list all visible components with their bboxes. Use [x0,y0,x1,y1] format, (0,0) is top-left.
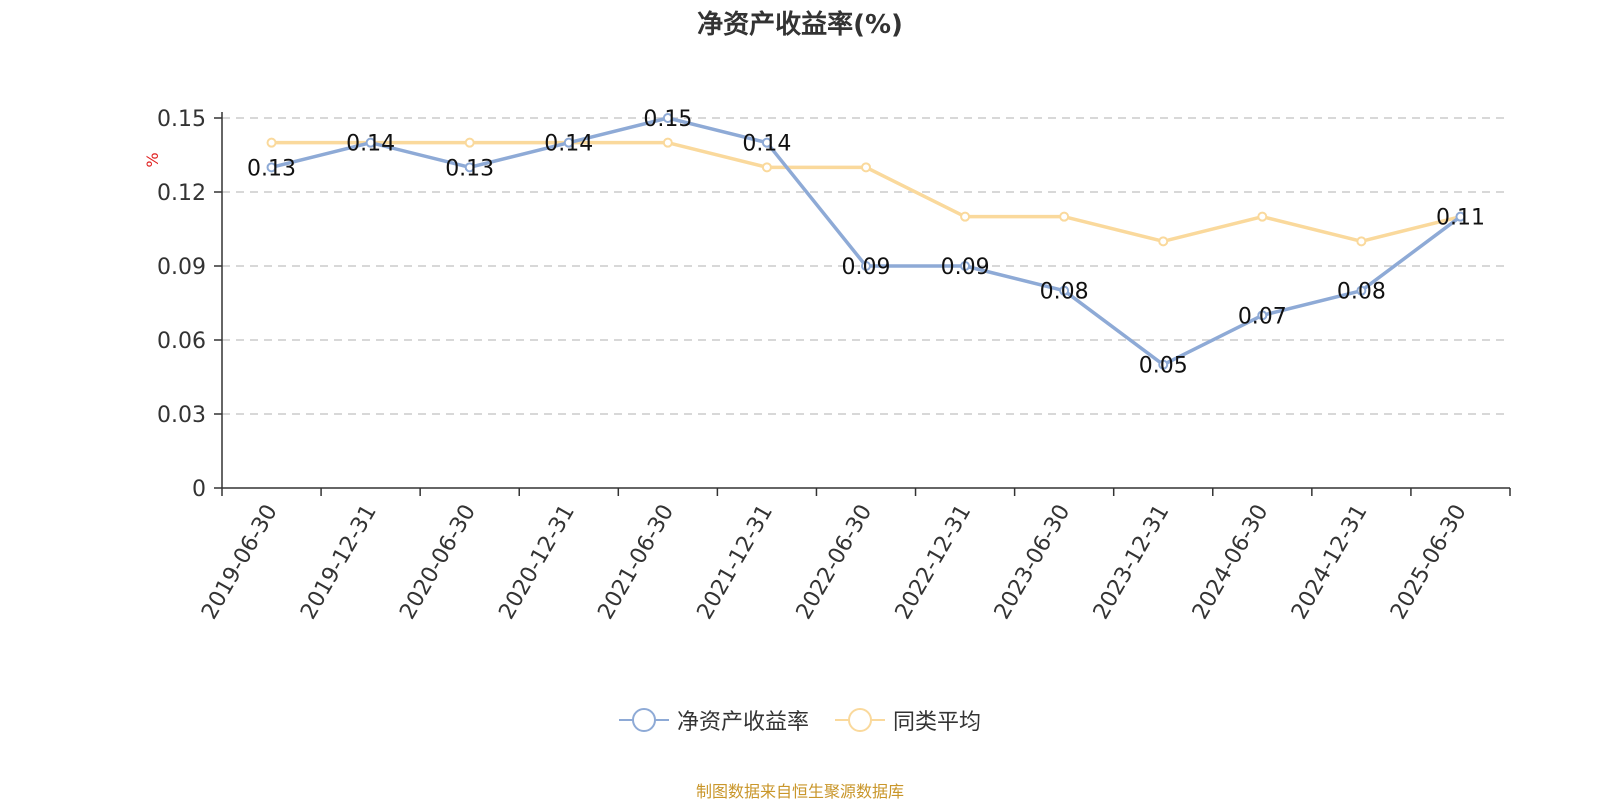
data-label: 0.09 [842,255,891,280]
y-tick-label: 0.15 [157,107,206,132]
source-note: 制图数据来自恒生聚源数据库 [695,782,904,801]
y-tick-label: 0 [192,477,206,502]
data-point-series-2[interactable] [1257,211,1268,222]
y-tick-label: 0.12 [157,181,206,206]
x-tick-label: 2020-06-30 [395,501,481,624]
data-point-series-2[interactable] [1158,236,1169,247]
series-lines [266,113,1466,370]
x-tick-label: 2019-06-30 [197,501,283,624]
data-point-series-2[interactable] [266,137,277,148]
data-point-series-2[interactable] [861,162,871,173]
y-tick-label: 0.03 [157,403,206,428]
grid-lines [222,117,1510,415]
legend-item-series-1[interactable]: 净资产收益率 [618,704,809,736]
x-tick-label: 2024-06-30 [1188,501,1274,624]
data-label: 0.08 [1040,280,1089,305]
data-label: 0.05 [1139,354,1188,379]
legend-label-series-2: 同类平均 [893,710,982,735]
data-label: 0.09 [941,255,990,280]
data-point-series-1[interactable] [960,261,971,271]
data-point-series-1[interactable] [1455,211,1466,222]
x-tick-label: 2021-06-30 [593,501,679,624]
circle-line-icon [835,706,885,734]
data-point-series-2[interactable] [662,137,673,148]
x-tick-label: 2021-12-31 [693,501,779,624]
y-tick-label: 0.06 [157,329,206,354]
data-label: 0.13 [247,156,296,181]
data-point-series-1[interactable] [464,162,475,173]
x-tick-label: 2024-12-31 [1287,501,1373,624]
x-tick-label: 2020-12-31 [494,501,580,624]
data-point-series-1[interactable] [662,113,673,123]
circle-line-icon [618,706,669,734]
data-point-series-1[interactable] [365,137,376,148]
data-label: 0.14 [742,132,791,157]
data-point-series-1[interactable] [563,137,574,148]
data-label: 0.14 [346,132,395,157]
data-point-series-1[interactable] [861,261,871,271]
data-label: 0.15 [643,107,692,132]
legend-label-series-1: 净资产收益率 [676,710,809,735]
x-tick-label: 2022-06-30 [792,501,878,624]
data-point-series-1[interactable] [1158,359,1169,370]
data-point-series-1[interactable] [1059,285,1070,296]
data-point-series-2[interactable] [1356,236,1367,247]
data-label: 0.11 [1436,206,1485,231]
data-label: 0.13 [445,156,494,181]
data-point-series-1[interactable] [1356,285,1367,296]
x-tick-label: 2019-12-31 [296,501,382,624]
y-tick-label: 0.09 [157,255,206,280]
x-tick-label: 2023-06-30 [990,501,1076,624]
data-label: 0.08 [1337,280,1386,305]
legend: 净资产收益率 同类平均 [0,704,1600,736]
data-point-series-1[interactable] [266,162,277,173]
data-point-series-2[interactable] [464,137,475,148]
data-point-series-1[interactable] [761,137,772,148]
axes: 0 0.03 0.06 0.09 0.12 0.15 2019-06-30 2019-12-3… [157,107,1511,624]
chart-title: 净资产收益率(%) [697,10,903,40]
x-tick-label: 2022-12-31 [891,501,977,624]
data-label: 0.07 [1238,304,1287,329]
data-labels: 0.13 0.14 0.13 0.14 0.15 0.14 0.09 0.09 0.08 0.05… [247,107,1485,379]
x-tick-label: 2023-12-31 [1089,501,1175,624]
x-tick-label: 2025-06-30 [1386,501,1472,624]
data-point-series-2[interactable] [1059,211,1070,222]
data-point-series-1[interactable] [1257,310,1268,321]
data-point-series-2[interactable] [960,211,971,222]
legend-item-series-2[interactable]: 同类平均 [835,704,981,736]
data-label: 0.14 [544,132,593,157]
y-axis-unit-label: % [143,152,162,167]
data-point-series-2[interactable] [761,162,772,173]
